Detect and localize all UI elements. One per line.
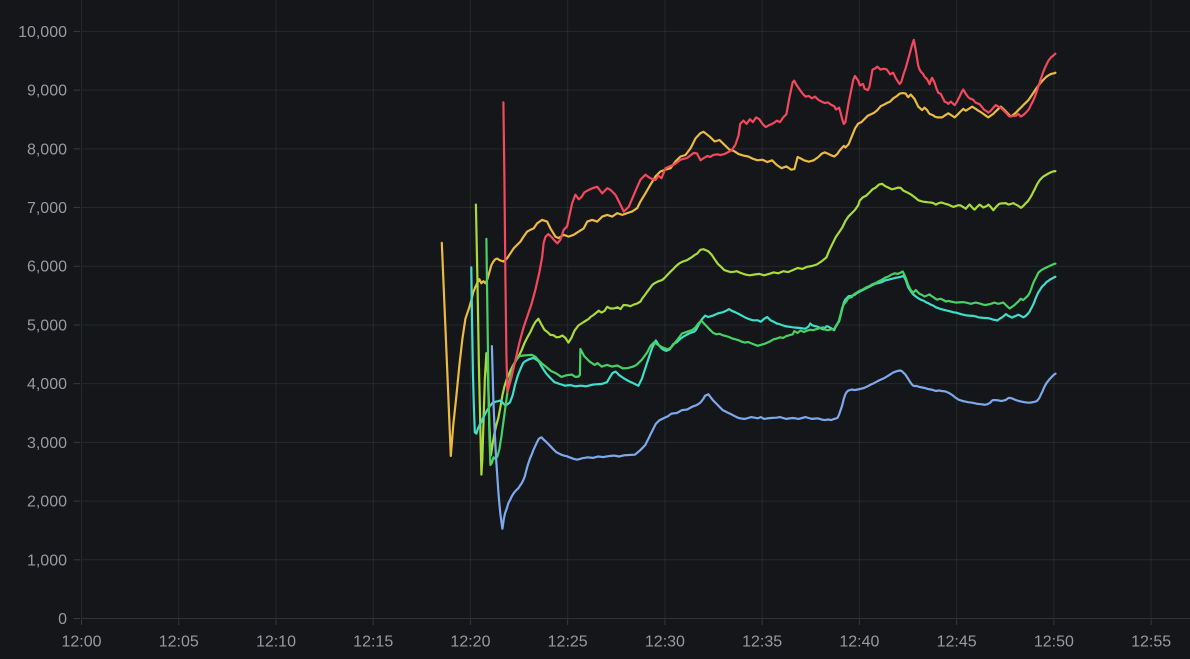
x-axis-label: 12:30 xyxy=(645,634,685,651)
y-axis-label: 10,000 xyxy=(18,24,67,41)
x-axis-label: 12:25 xyxy=(548,634,588,651)
x-axis-label: 12:50 xyxy=(1034,634,1074,651)
x-axis-label: 12:45 xyxy=(937,634,977,651)
x-axis-label: 12:05 xyxy=(159,634,199,651)
axis-ticks xyxy=(73,30,1152,625)
y-axis-label: 3,000 xyxy=(27,435,67,452)
series-lines xyxy=(440,38,1057,530)
series-yellow[interactable] xyxy=(440,71,1057,457)
series-turquoise[interactable] xyxy=(470,266,1057,435)
x-axis-label: 12:40 xyxy=(839,634,879,651)
x-axis-label: 12:00 xyxy=(61,634,101,651)
y-axis-label: 7,000 xyxy=(27,200,67,217)
y-axis-label: 9,000 xyxy=(27,83,67,100)
x-axis-label: 12:10 xyxy=(256,634,296,651)
y-axis-label: 2,000 xyxy=(27,494,67,511)
series-green[interactable] xyxy=(485,237,1057,467)
x-axis-label: 12:20 xyxy=(450,634,490,651)
y-axis-label: 0 xyxy=(58,611,67,628)
y-axis-label: 6,000 xyxy=(27,259,67,276)
series-red[interactable] xyxy=(502,38,1057,393)
x-axis-label: 12:55 xyxy=(1131,634,1171,651)
y-axis-label: 8,000 xyxy=(27,141,67,158)
y-axis-labels: 0 1,000 2,000 3,000 4,000 5,000 6,000 7,000 8,00… xyxy=(18,24,67,628)
y-axis-label: 1,000 xyxy=(27,552,67,569)
y-axis-label: 5,000 xyxy=(27,317,67,334)
series-lime[interactable] xyxy=(474,170,1057,476)
series-blue[interactable] xyxy=(490,345,1057,530)
y-axis-label: 4,000 xyxy=(27,376,67,393)
horizontal-gridlines xyxy=(81,30,1190,619)
x-axis-label: 12:15 xyxy=(353,634,393,651)
x-axis-label: 12:35 xyxy=(742,634,782,651)
x-axis-labels: 12:00 12:05 12:10 12:15 12:20 12:25 12:30 12:35… xyxy=(61,634,1171,651)
